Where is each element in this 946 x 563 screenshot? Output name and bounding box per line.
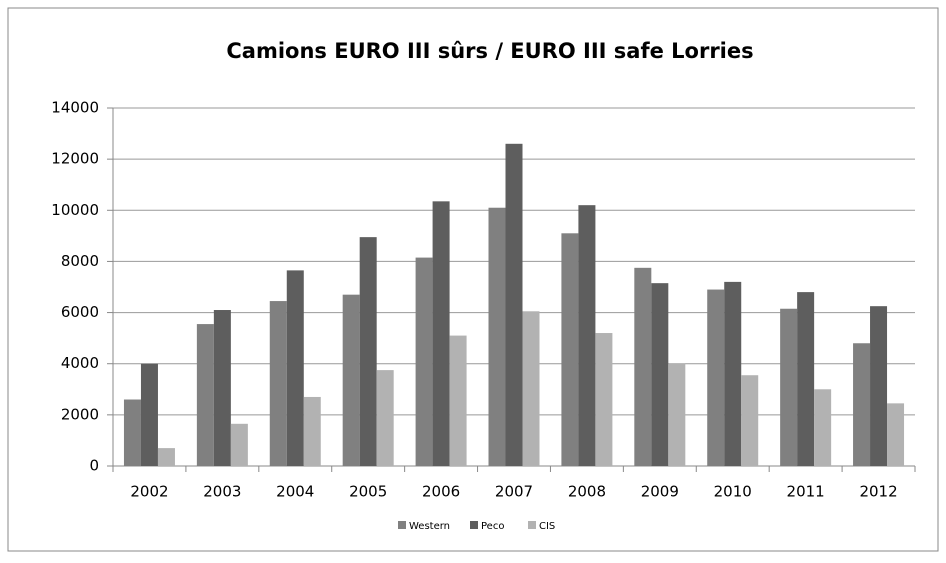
bar bbox=[780, 308, 798, 466]
bar bbox=[196, 324, 214, 466]
bar bbox=[359, 237, 377, 466]
bar bbox=[505, 143, 523, 467]
x-tick-label: 2003 bbox=[203, 483, 241, 501]
x-tick-label: 2010 bbox=[714, 483, 752, 501]
x-tick-label: 2012 bbox=[859, 483, 897, 501]
x-tick-label: 2002 bbox=[130, 483, 168, 501]
legend-swatch bbox=[470, 521, 478, 529]
bar bbox=[595, 333, 613, 466]
legend-label: Western bbox=[409, 521, 450, 532]
legend-swatch bbox=[398, 521, 406, 529]
y-tick-label: 4000 bbox=[61, 354, 99, 372]
y-tick-label: 12000 bbox=[51, 150, 99, 168]
bar bbox=[668, 363, 686, 466]
bar bbox=[488, 207, 506, 466]
bar bbox=[797, 292, 815, 466]
y-tick-label: 6000 bbox=[61, 303, 99, 321]
bar bbox=[870, 306, 888, 466]
bar bbox=[522, 311, 540, 466]
x-tick-label: 2004 bbox=[276, 483, 314, 501]
bar bbox=[578, 205, 596, 466]
bar bbox=[634, 267, 652, 466]
legend-label: CIS bbox=[539, 521, 555, 532]
bar bbox=[140, 363, 158, 466]
y-tick-label: 8000 bbox=[61, 252, 99, 270]
bar bbox=[342, 294, 360, 466]
bar bbox=[213, 310, 231, 466]
bar bbox=[887, 403, 905, 466]
bar bbox=[123, 399, 141, 466]
y-tick-label: 2000 bbox=[61, 405, 99, 423]
bar bbox=[724, 281, 742, 466]
bar bbox=[432, 201, 450, 467]
bar bbox=[561, 233, 579, 466]
x-tick-label: 2007 bbox=[495, 483, 533, 501]
bar bbox=[269, 301, 287, 466]
bar bbox=[651, 283, 669, 466]
bar bbox=[376, 370, 394, 466]
bar bbox=[415, 257, 433, 466]
bar bbox=[707, 289, 725, 466]
chart-frame bbox=[7, 7, 939, 552]
bar bbox=[303, 396, 321, 466]
x-tick-label: 2006 bbox=[422, 483, 460, 501]
y-tick-label: 10000 bbox=[51, 201, 99, 219]
bar bbox=[853, 343, 871, 466]
y-tick-label: 14000 bbox=[51, 99, 99, 117]
chart-title: Camions EURO III sûrs / EURO III safe Lo… bbox=[226, 39, 753, 63]
bar bbox=[286, 270, 304, 466]
x-tick-label: 2008 bbox=[568, 483, 606, 501]
x-tick-label: 2011 bbox=[787, 483, 825, 501]
bar bbox=[814, 389, 832, 466]
y-tick-label: 0 bbox=[89, 457, 99, 475]
bar bbox=[157, 448, 175, 466]
bar bbox=[230, 423, 248, 466]
x-tick-label: 2009 bbox=[641, 483, 679, 501]
x-tick-label: 2005 bbox=[349, 483, 387, 501]
legend-swatch bbox=[528, 521, 536, 529]
legend-label: Peco bbox=[481, 521, 504, 532]
bar bbox=[449, 335, 467, 466]
bar bbox=[741, 375, 759, 466]
